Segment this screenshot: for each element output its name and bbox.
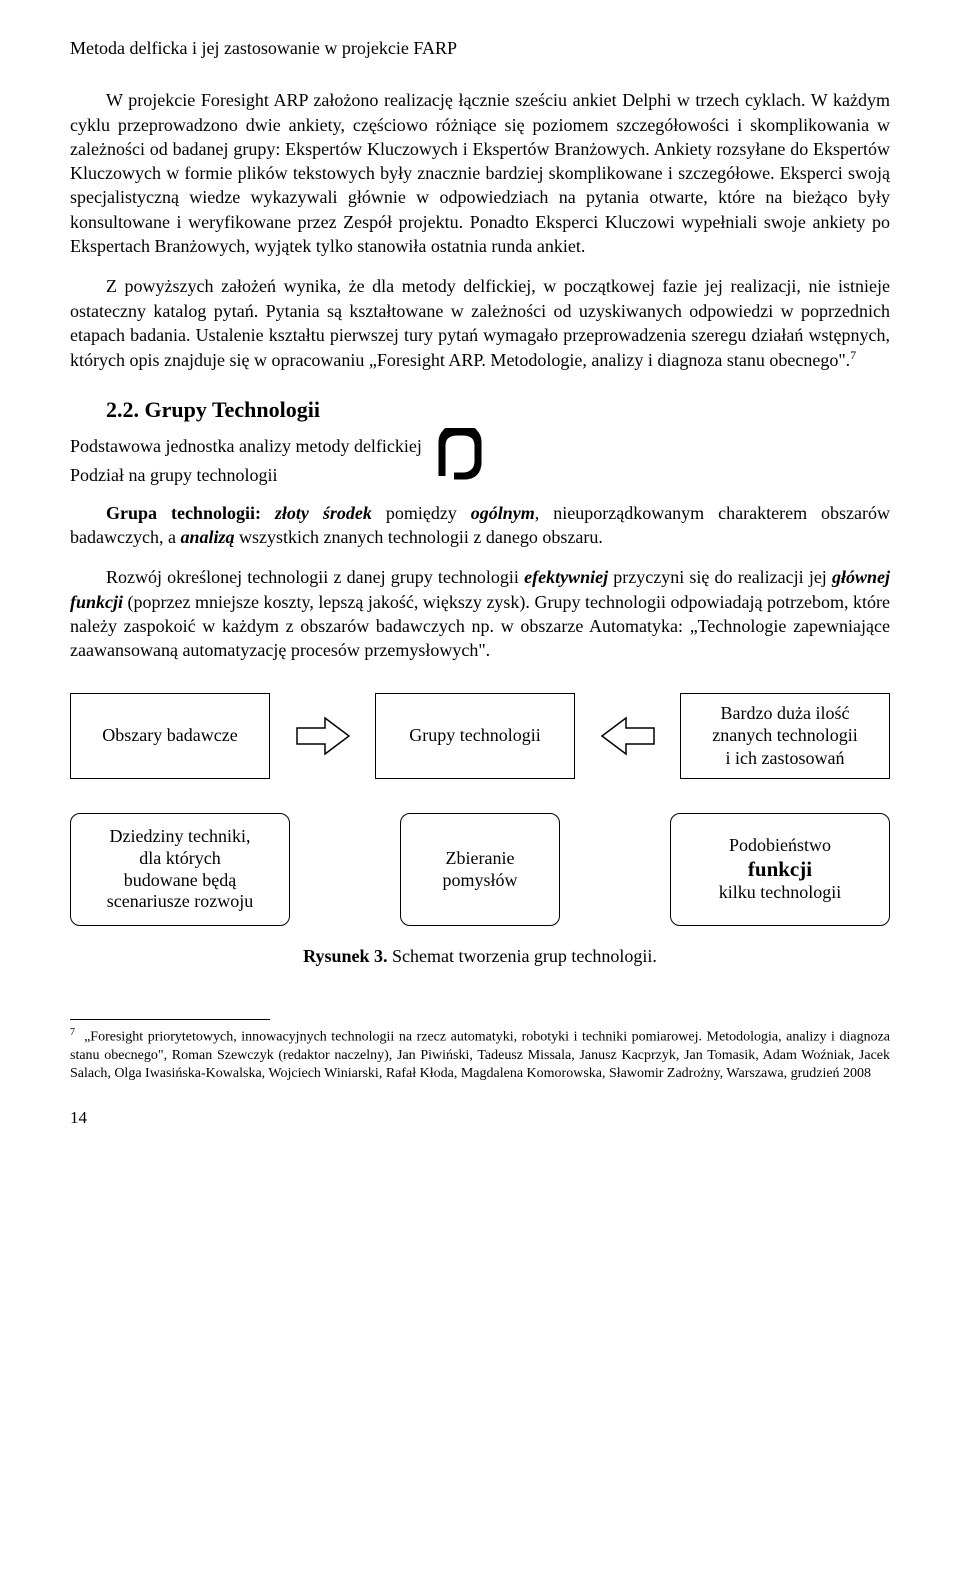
- running-header: Metoda delficka i jej zastosowanie w pro…: [70, 36, 890, 60]
- box-a-l4: scenariusze rozwoju: [107, 891, 253, 913]
- box-c-l2: funkcji: [748, 857, 812, 883]
- grupa-analiza: analizą: [180, 527, 234, 547]
- grupa-mid2: pomiędzy: [372, 503, 471, 523]
- footnote-separator: [70, 1019, 270, 1020]
- p4-mid: przyczyni się do realizacji jej: [608, 567, 832, 587]
- figcap-bold: Rysunek 3.: [303, 946, 387, 966]
- paragraph-2-text: Z powyższych założeń wynika, że dla meto…: [70, 276, 890, 370]
- box-obszary: Obszary badawcze: [70, 693, 270, 779]
- box-dziedziny: Dziedziny techniki, dla których budowane…: [70, 813, 290, 927]
- box-a-l2: dla których: [139, 848, 220, 870]
- diagram-row-2: Dziedziny techniki, dla których budowane…: [70, 813, 890, 927]
- footnote-ref-7: 7: [850, 348, 856, 362]
- section-heading: 2.2. Grupy Technologii: [70, 395, 890, 425]
- box-zbieranie: Zbieranie pomysłów: [400, 813, 560, 927]
- paragraph-4: Rozwój określonej technologii z danej gr…: [70, 565, 890, 662]
- box-b-l1: Zbieranie: [446, 848, 515, 870]
- p4-post: (poprzez mniejsze koszty, lepszą jakość,…: [70, 592, 890, 661]
- grupa-ogolnym: ogólnym: [471, 503, 535, 523]
- footnote-7: 7 „Foresight priorytetowych, innowacyjny…: [70, 1026, 890, 1083]
- p4-pre: Rozwój określonej technologii z danej gr…: [106, 567, 524, 587]
- box-c-l3: kilku technologii: [719, 882, 841, 904]
- box-bardzo-l3: i ich zastosowań: [726, 747, 845, 770]
- footnote-number: 7: [70, 1027, 75, 1038]
- arrow-right-icon: [295, 716, 351, 756]
- box-bardzo-l1: Bardzo duża ilość: [721, 702, 850, 725]
- grupa-tail: wszystkich znanych technologii z danego …: [234, 527, 602, 547]
- p4-eff: efektywniej: [524, 567, 608, 587]
- box-a-l1: Dziedziny techniki,: [110, 826, 251, 848]
- box-grupy: Grupy technologii: [375, 693, 575, 779]
- box-c-l1: Podobieństwo: [729, 835, 831, 857]
- subline-2: Podział na grupy technologii: [70, 463, 422, 487]
- grupa-zloty: złoty środek: [275, 503, 372, 523]
- box-bardzo-l2: znanych technologii: [712, 724, 857, 747]
- box-b-l2: pomysłów: [442, 870, 517, 892]
- page-number: 14: [70, 1107, 890, 1130]
- box-bardzo: Bardzo duża ilość znanych technologii i …: [680, 693, 890, 779]
- subline-1: Podstawowa jednostka analizy metody delf…: [70, 434, 422, 458]
- footnote-text: „Foresight priorytetowych, innowacyjnych…: [70, 1029, 890, 1080]
- diagram: Obszary badawcze Grupy technologii Bardz…: [70, 693, 890, 969]
- return-arrow-icon: [436, 428, 484, 488]
- grupa-lead: Grupa technologii:: [106, 503, 261, 523]
- figure-caption: Rysunek 3. Schemat tworzenia grup techno…: [70, 944, 890, 968]
- box-a-l3: budowane będą: [124, 870, 236, 892]
- arrow-left-icon: [600, 716, 656, 756]
- box-podobienstwo: Podobieństwo funkcji kilku technologii: [670, 813, 890, 927]
- diagram-row-1: Obszary badawcze Grupy technologii Bardz…: [70, 693, 890, 779]
- paragraph-2: Z powyższych założeń wynika, że dla meto…: [70, 274, 890, 372]
- figcap-rest: Schemat tworzenia grup technologii.: [387, 946, 656, 966]
- paragraph-1: W projekcie Foresight ARP założono reali…: [70, 88, 890, 258]
- paragraph-3: Grupa technologii: złoty środek pomiędzy…: [70, 501, 890, 550]
